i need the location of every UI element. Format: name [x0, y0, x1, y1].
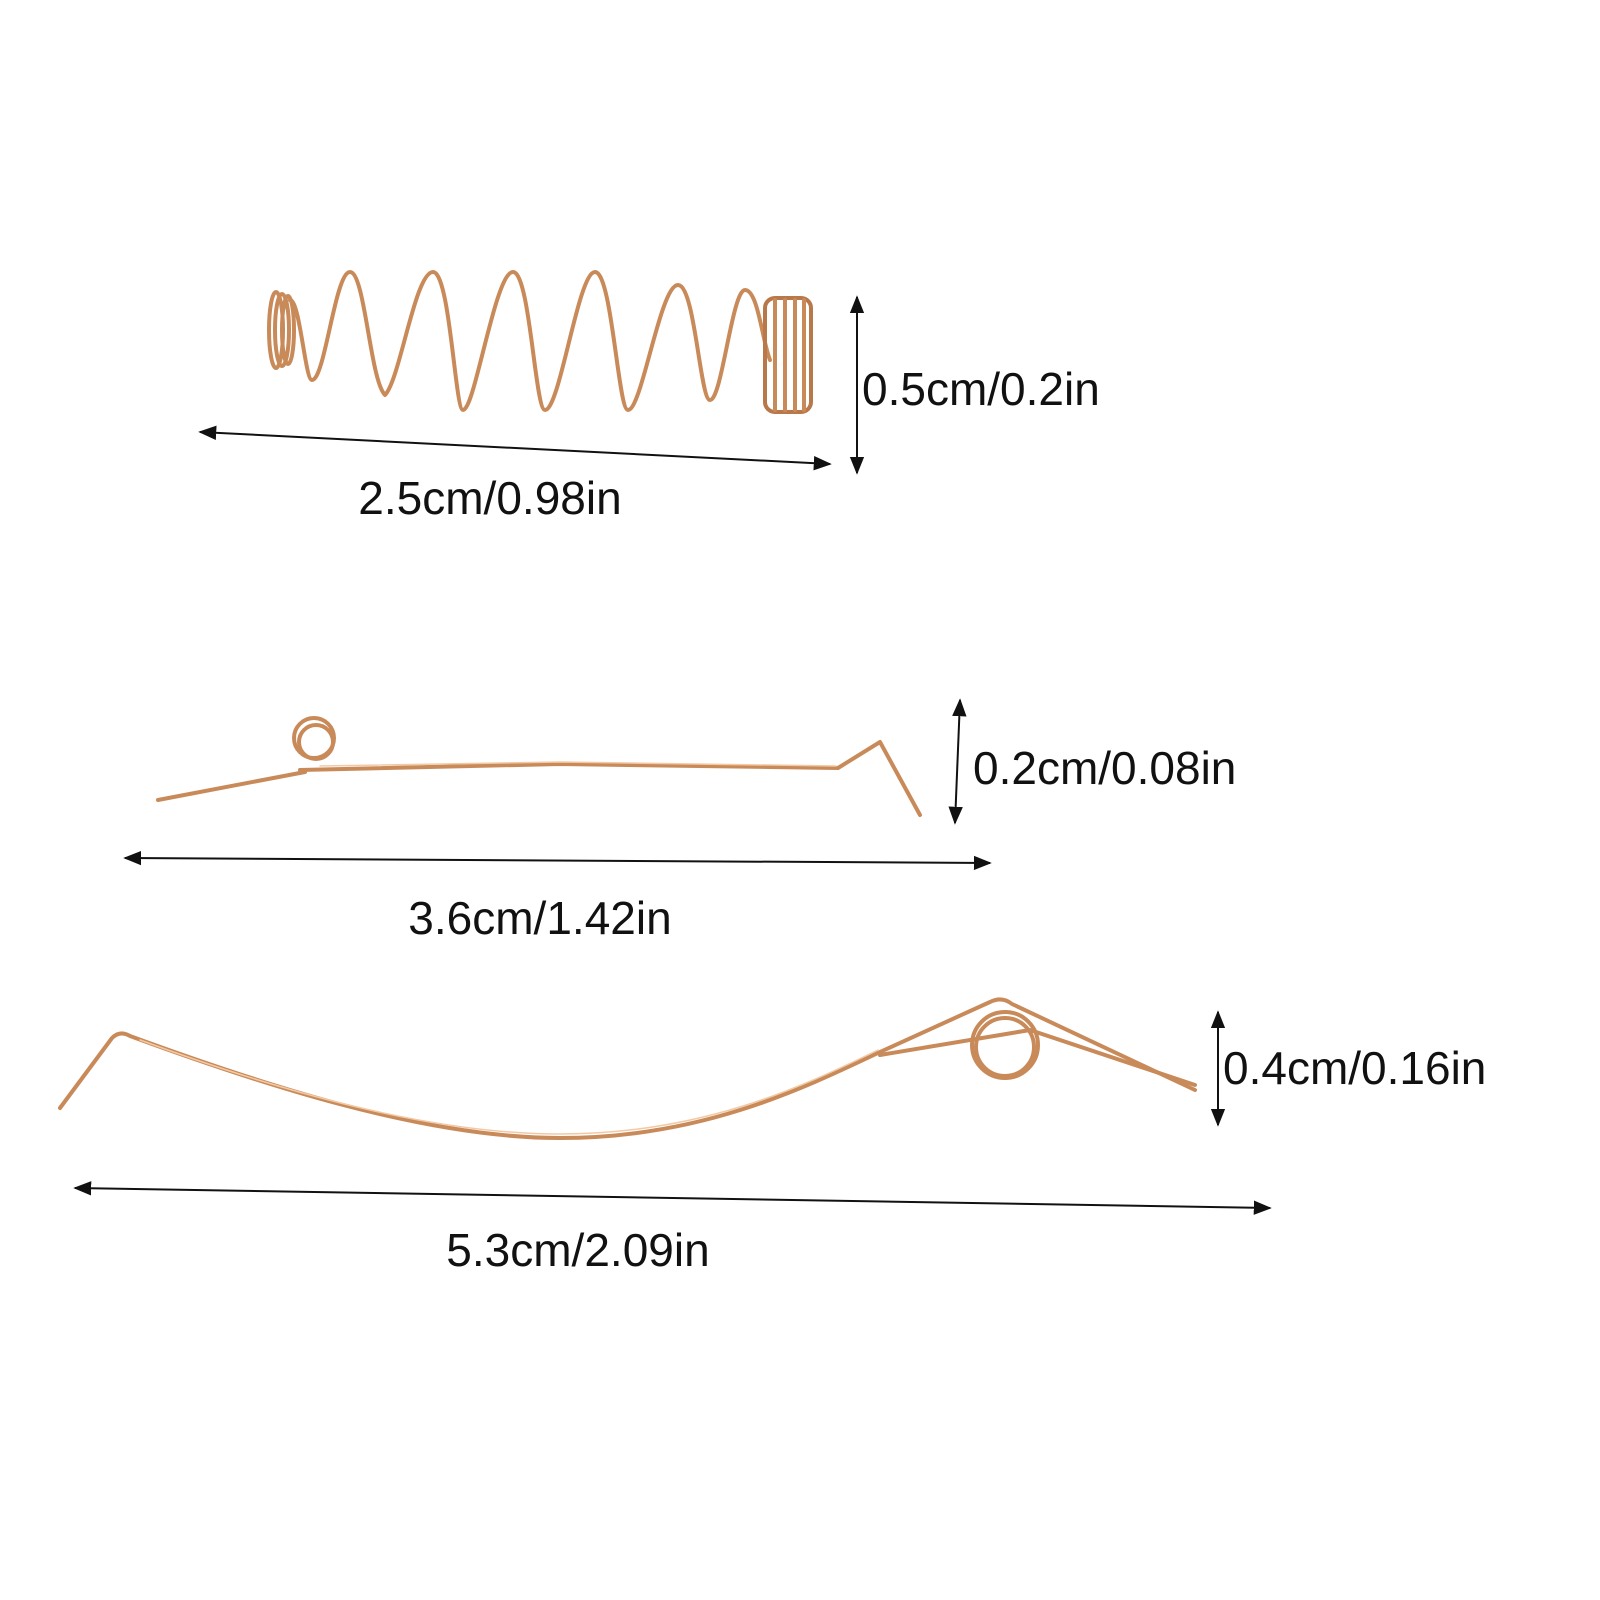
coil-spring-left-end [267, 290, 296, 370]
short-wire-length-label: 3.6cm/1.42in [408, 892, 671, 944]
short-wire-height-arrow [948, 698, 967, 825]
coil-spring-right-end [763, 296, 813, 414]
coil-length-label: 2.5cm/0.98in [358, 472, 621, 524]
coil-spring-body [288, 270, 772, 412]
coil-height-label: 0.5cm/0.2in [862, 363, 1100, 415]
long-wire-length-label: 5.3cm/2.09in [446, 1224, 709, 1276]
short-wire-spring [156, 716, 922, 817]
short-wire-height-label: 0.2cm/0.08in [973, 742, 1236, 794]
long-wire-spring [58, 997, 1197, 1140]
long-wire-length-arrow [73, 1181, 1272, 1215]
coil-length-arrow [198, 425, 832, 471]
long-wire-height-label: 0.4cm/0.16in [1223, 1042, 1486, 1094]
coil-spring [267, 270, 813, 414]
short-wire-length-arrow [123, 850, 992, 871]
